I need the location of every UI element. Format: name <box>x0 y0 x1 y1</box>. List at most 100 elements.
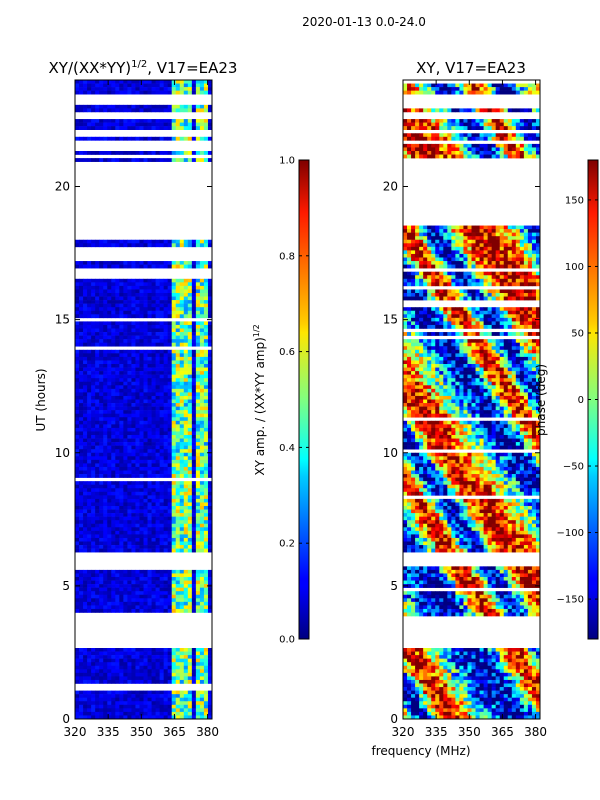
heatmap-cell <box>171 665 177 670</box>
heatmap-cell <box>123 658 128 663</box>
heatmap-cell <box>163 459 169 464</box>
heatmap-cell <box>527 232 533 237</box>
heatmap-cell <box>151 158 156 162</box>
heatmap-cell <box>179 502 185 507</box>
heatmap-cell <box>439 253 444 258</box>
heatmap-cell <box>95 658 100 663</box>
heatmap-cell <box>171 122 177 127</box>
heatmap-cell <box>131 711 136 716</box>
heatmap-cell <box>159 648 165 652</box>
heatmap-cell <box>455 90 460 95</box>
heatmap-cell <box>439 229 444 233</box>
heatmap-cell <box>87 445 92 450</box>
heatmap-cell <box>131 328 136 333</box>
heatmap-cell <box>183 491 189 496</box>
heatmap-cell <box>147 591 152 596</box>
heatmap-cell <box>151 534 156 539</box>
heatmap-cell <box>427 243 432 248</box>
heatmap-cell <box>171 456 177 461</box>
heatmap-cell <box>155 502 161 507</box>
heatmap-cell <box>471 154 476 159</box>
heatmap-cell <box>95 278 100 283</box>
heatmap-cell <box>175 537 181 542</box>
heatmap-cell <box>135 541 140 546</box>
heatmap-cell <box>187 310 193 315</box>
heatmap-cell <box>115 509 120 514</box>
heatmap-cell <box>99 591 104 596</box>
heatmap-cell <box>515 147 521 152</box>
heatmap-cell <box>487 257 493 262</box>
heatmap-cell <box>83 83 88 88</box>
heatmap-cell <box>95 605 100 610</box>
heatmap-cell <box>167 601 173 606</box>
heatmap-cell <box>163 80 169 84</box>
heatmap-cell <box>187 87 193 91</box>
heatmap-cell <box>123 488 128 493</box>
heatmap-cell <box>75 243 80 248</box>
heatmap-cell <box>203 278 209 283</box>
heatmap-cell <box>103 399 108 404</box>
heatmap-cell <box>155 293 161 297</box>
heatmap-cell <box>187 509 193 514</box>
heatmap-cell <box>183 676 189 681</box>
heatmap-cell <box>147 80 152 84</box>
heatmap-cell <box>111 694 116 698</box>
heatmap-cell <box>107 136 112 141</box>
heatmap-cell <box>99 243 104 248</box>
heatmap-cell <box>143 431 148 436</box>
heatmap-cell <box>135 126 140 130</box>
heatmap-cell <box>139 438 144 443</box>
heatmap-cell <box>143 498 148 503</box>
heatmap-cell <box>519 246 525 251</box>
heatmap-cell <box>171 502 177 507</box>
heatmap-cell <box>135 431 140 436</box>
heatmap-cell <box>195 158 201 162</box>
heatmap-cell <box>155 353 161 358</box>
heatmap-cell <box>167 349 173 354</box>
heatmap-cell <box>199 452 205 457</box>
heatmap-cell <box>123 438 128 443</box>
heatmap-cell <box>511 154 517 159</box>
heatmap-cell <box>187 690 193 695</box>
heatmap-cell <box>147 672 152 677</box>
heatmap-cell <box>403 253 408 258</box>
heatmap-cell <box>103 711 108 716</box>
heatmap-cell <box>119 122 124 127</box>
heatmap-cell <box>183 498 189 503</box>
heatmap-cell <box>127 701 132 706</box>
heatmap-cell <box>203 548 209 553</box>
heatmap-cell <box>99 648 104 652</box>
heatmap-cell <box>79 669 84 674</box>
heatmap-cell <box>171 690 177 695</box>
heatmap-cell <box>207 314 212 319</box>
heatmap-cell <box>75 264 80 269</box>
heatmap-cell <box>123 289 128 294</box>
heatmap-cell <box>115 672 120 677</box>
heatmap-cell <box>471 229 476 233</box>
heatmap-cell <box>191 594 197 599</box>
heatmap-cell <box>87 349 92 354</box>
heatmap-cell <box>75 339 80 343</box>
heatmap-cell <box>95 648 100 652</box>
heatmap-cell <box>143 335 148 340</box>
heatmap-cell <box>119 509 124 514</box>
heatmap-cell <box>535 133 540 138</box>
heatmap-cell <box>431 119 436 123</box>
heatmap-cell <box>195 463 201 468</box>
heatmap-cell <box>159 417 165 422</box>
heatmap-cell <box>411 136 416 141</box>
heatmap-cell <box>103 364 108 368</box>
heatmap-cell <box>95 484 100 489</box>
heatmap-cell <box>159 243 165 248</box>
heatmap-cell <box>119 417 124 422</box>
heatmap-cell <box>139 364 144 368</box>
heatmap-cell <box>191 424 197 429</box>
heatmap-cell <box>175 435 181 439</box>
heatmap-cell <box>147 420 152 425</box>
heatmap-cell <box>135 324 140 329</box>
heatmap-cell <box>75 87 80 91</box>
heatmap-cell <box>115 285 120 290</box>
heatmap-cell <box>195 87 201 91</box>
heatmap-cell <box>135 151 140 155</box>
heatmap-cell <box>79 264 84 269</box>
